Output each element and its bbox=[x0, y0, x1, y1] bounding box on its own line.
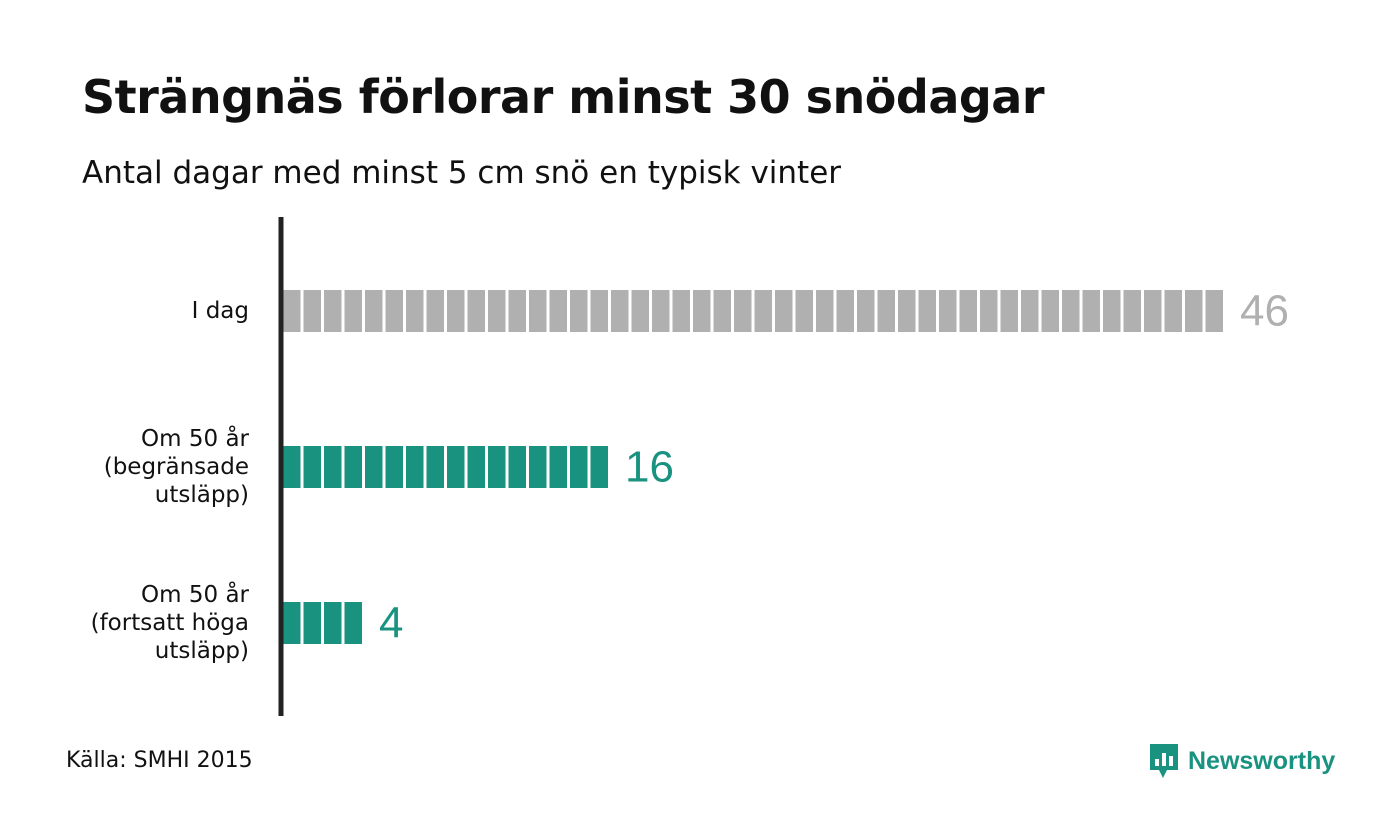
bar-unit-block bbox=[980, 290, 998, 332]
bar-unit-block bbox=[426, 446, 444, 488]
bar-unit-block bbox=[611, 290, 629, 332]
category-label-line: utsläpp) bbox=[155, 638, 249, 664]
bar-unit-block bbox=[549, 290, 567, 332]
bar-unit-block bbox=[631, 290, 649, 332]
bar-unit-block bbox=[959, 290, 977, 332]
chart-title: Strängnäs förlorar minst 30 snödagar bbox=[82, 70, 1045, 124]
category-label-line: (begränsade bbox=[104, 454, 249, 480]
bar-unit-block bbox=[918, 290, 936, 332]
bar-unit-block bbox=[816, 290, 834, 332]
bar-unit-block bbox=[1144, 290, 1162, 332]
bar-unit-block bbox=[467, 290, 485, 332]
bar-unit-block bbox=[283, 290, 301, 332]
bar-value-label: 46 bbox=[1240, 287, 1289, 336]
bar-unit-block bbox=[570, 446, 588, 488]
bar-value-label: 4 bbox=[379, 599, 403, 648]
bars-layer bbox=[283, 290, 1223, 644]
chart-subtitle: Antal dagar med minst 5 cm snö en typisk… bbox=[82, 155, 842, 191]
category-label-line: Om 50 år bbox=[141, 580, 249, 608]
bar-unit-block bbox=[283, 602, 301, 644]
bar-unit-block bbox=[570, 290, 588, 332]
bar-unit-block bbox=[693, 290, 711, 332]
bar-unit-block bbox=[447, 446, 465, 488]
bar-unit-block bbox=[652, 290, 670, 332]
bar-unit-block bbox=[1021, 290, 1039, 332]
brand-name: Newsworthy bbox=[1188, 746, 1336, 775]
bar-unit-block bbox=[303, 602, 321, 644]
bar-unit-block bbox=[1205, 290, 1223, 332]
bar-unit-block bbox=[324, 602, 342, 644]
category-label-line: (fortsatt höga bbox=[91, 610, 249, 636]
category-label: I dag bbox=[192, 298, 249, 324]
category-label-line: utsläpp) bbox=[155, 482, 249, 508]
bar-unit-block bbox=[857, 290, 875, 332]
bar-unit-block bbox=[590, 446, 608, 488]
bar-unit-block bbox=[775, 290, 793, 332]
category-label-line: I dag bbox=[192, 298, 249, 324]
bar-unit-block bbox=[795, 290, 813, 332]
bar-unit-block bbox=[836, 290, 854, 332]
bar-value-label: 16 bbox=[625, 443, 674, 492]
bar-unit-block bbox=[877, 290, 895, 332]
bar-unit-block bbox=[529, 290, 547, 332]
bar-unit-block bbox=[672, 290, 690, 332]
bar-unit-block bbox=[406, 446, 424, 488]
bar-unit-block bbox=[549, 446, 567, 488]
bar-unit-block bbox=[590, 290, 608, 332]
bar-unit-block bbox=[939, 290, 957, 332]
bar-unit-block bbox=[488, 446, 506, 488]
bar-unit-block bbox=[1103, 290, 1121, 332]
bar-unit-block bbox=[1123, 290, 1141, 332]
bar-unit-block bbox=[426, 290, 444, 332]
bar-unit-block bbox=[467, 446, 485, 488]
bar-unit-block bbox=[1082, 290, 1100, 332]
bar-unit-block bbox=[447, 290, 465, 332]
value-labels-layer: 46 16 4 bbox=[379, 287, 1289, 648]
bar-unit-block bbox=[283, 446, 301, 488]
bar-unit-block bbox=[385, 446, 403, 488]
bar-unit-block bbox=[508, 446, 526, 488]
bar-unit-block bbox=[344, 446, 362, 488]
bar-unit-block bbox=[385, 290, 403, 332]
bar-unit-block bbox=[529, 446, 547, 488]
category-label: Om 50 år (fortsatt höga utsläpp) bbox=[91, 580, 250, 664]
brand-logo: Newsworthy bbox=[1148, 742, 1335, 780]
bar-unit-block bbox=[508, 290, 526, 332]
category-label-line: Om 50 år bbox=[141, 424, 249, 452]
bar-unit-block bbox=[406, 290, 424, 332]
bar-unit-block bbox=[1000, 290, 1018, 332]
bar-unit-block bbox=[1041, 290, 1059, 332]
bar-unit-block bbox=[713, 290, 731, 332]
category-label: Om 50 år (begränsade utsläpp) bbox=[104, 424, 250, 508]
bar-unit-block bbox=[1164, 290, 1182, 332]
bar-unit-block bbox=[1062, 290, 1080, 332]
bar-unit-block bbox=[365, 290, 383, 332]
bar-unit-block bbox=[344, 290, 362, 332]
bar-unit-block bbox=[1185, 290, 1203, 332]
bar-unit-block bbox=[754, 290, 772, 332]
bar-unit-block bbox=[324, 290, 342, 332]
bar-unit-block bbox=[898, 290, 916, 332]
bar-unit-block bbox=[324, 446, 342, 488]
bar-unit-block bbox=[365, 446, 383, 488]
bar-unit-block bbox=[734, 290, 752, 332]
bar-unit-block bbox=[488, 290, 506, 332]
bar-unit-block bbox=[344, 602, 362, 644]
newsworthy-logo-icon bbox=[1150, 744, 1178, 778]
bar-unit-block bbox=[303, 446, 321, 488]
bar-unit-block bbox=[303, 290, 321, 332]
source-note: Källa: SMHI 2015 bbox=[66, 748, 253, 773]
